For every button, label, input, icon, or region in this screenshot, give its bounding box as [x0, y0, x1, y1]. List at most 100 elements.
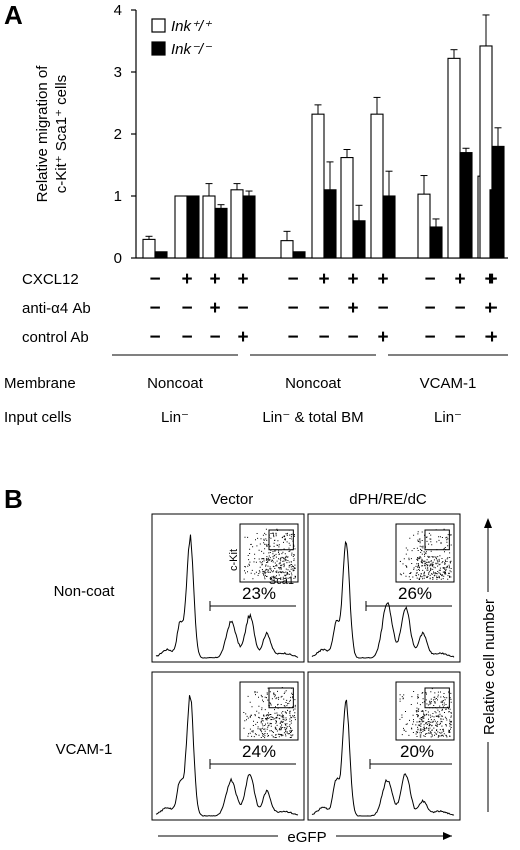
egfp-arrowhead — [443, 832, 452, 840]
sign-cxcl12: + — [377, 269, 388, 290]
group-1-input: Lin⁻ — [161, 409, 189, 426]
bar-ink-wt — [417, 193, 431, 259]
gate-percentage: 20% — [400, 742, 434, 761]
inset-gate-box — [268, 687, 294, 709]
condition-label-control-ab: control Ab — [22, 329, 89, 346]
bar-ink-wt — [142, 238, 156, 259]
histogram-vector-noncoat: 23% c-Kit Sca1 — [151, 513, 305, 663]
histogram-dph-noncoat: 26% — [307, 513, 461, 663]
sign-anti-a4: − — [486, 298, 497, 319]
sign-anti-a4: + — [484, 298, 495, 319]
column-label-vector: Vector — [211, 491, 254, 508]
inset-dots — [243, 528, 296, 580]
histogram-dph-vcam: 20% — [307, 671, 461, 821]
bar-ink-ko — [323, 189, 337, 259]
histogram-vector-vcam: 24% — [151, 671, 305, 821]
legend-label-ink-ko: Ink⁻/⁻ — [171, 41, 212, 58]
legend: Ink⁺/⁺ Ink⁻/⁻ — [151, 18, 212, 58]
histogram-curve — [155, 534, 299, 659]
bar-ink-wt — [280, 240, 294, 259]
cell-number-axis-label: Relative cell number — [481, 599, 498, 735]
bar-ink-wt — [370, 113, 384, 259]
sign-control-ab: − — [209, 327, 220, 348]
histogram-curve — [155, 695, 299, 817]
sign-cxcl12: + — [484, 269, 495, 290]
group-3-input: Lin⁻ — [434, 409, 462, 426]
sign-anti-a4: − — [237, 298, 248, 319]
sign-anti-a4: − — [181, 298, 192, 319]
sign-control-ab: − — [454, 327, 465, 348]
row-label-vcam-1: VCAM-1 — [56, 741, 113, 758]
sign-anti-a4: + — [347, 298, 358, 319]
sign-anti-a4: − — [318, 298, 329, 319]
inset-gate-box — [268, 529, 294, 551]
input-cells-row-label: Input cells — [4, 409, 72, 426]
panel-b-label: B — [4, 484, 23, 514]
condition-signs: − + + + − + + + − + ++− − + − − − + − − − +−− − − + − − − + − − −+ — [149, 269, 497, 348]
inset-gate-box — [424, 687, 450, 709]
inset-y-label: c-Kit — [228, 549, 240, 571]
condition-label-anti-a4: anti-α4 Ab — [22, 300, 91, 317]
y-axis-label-line2: c-Kit⁺ Sca1⁺ cells — [53, 75, 70, 193]
sign-cxcl12: + — [181, 269, 192, 290]
legend-swatch-ink-wt — [151, 18, 166, 33]
inset-x-label: Sca1 — [269, 575, 294, 587]
bar-ink-wt — [340, 157, 354, 259]
legend-label-ink-wt: Ink⁺/⁺ — [171, 18, 212, 35]
egfp-label-bg — [278, 826, 336, 846]
bar-ink-ko — [154, 251, 168, 259]
sign-anti-a4: − — [424, 298, 435, 319]
sign-anti-a4: − — [454, 298, 465, 319]
histogram-curve — [311, 699, 455, 817]
y-axis-label-line1: Relative migration of — [34, 65, 51, 203]
panel-a-label: A — [4, 0, 23, 30]
sign-cxcl12: − — [424, 269, 435, 290]
sign-cxcl12: + — [347, 269, 358, 290]
group-2-membrane: Noncoat — [285, 375, 342, 392]
legend-swatch-ink-ko — [151, 41, 166, 56]
bar-ink-ko — [214, 207, 228, 259]
sign-control-ab: − — [318, 327, 329, 348]
sign-cxcl12: − — [287, 269, 298, 290]
bar-ink-ko — [292, 251, 306, 259]
gate-percentage: 26% — [398, 584, 432, 603]
sign-anti-a4: − — [377, 298, 388, 319]
sign-cxcl12: + — [454, 269, 465, 290]
group-1-membrane: Noncoat — [147, 375, 204, 392]
sign-control-ab: − — [484, 327, 495, 348]
bar-ink-ko — [491, 145, 505, 259]
bar-ink-wt — [202, 195, 216, 259]
y-ticks: 0 1 2 3 4 — [114, 2, 136, 267]
sign-anti-a4: − — [149, 298, 160, 319]
sign-control-ab: − — [347, 327, 358, 348]
histogram-grid: 23% c-Kit Sca1 26% 24% 20% — [151, 513, 461, 821]
gate-percentage: 23% — [242, 584, 276, 603]
bar-chart: 0 1 2 3 4 Relative migration of c-Kit⁺ Sca1⁺… — [34, 2, 508, 267]
sign-control-ab: − — [149, 327, 160, 348]
sign-anti-a4: + — [209, 298, 220, 319]
sign-control-ab: + — [486, 327, 497, 348]
gate-percentage: 24% — [242, 742, 276, 761]
sign-anti-a4: − — [287, 298, 298, 319]
sign-cxcl12: + — [318, 269, 329, 290]
bar-ink-ko — [352, 220, 366, 259]
y-tick-label: 4 — [114, 2, 122, 19]
inset-gate-box — [424, 529, 450, 551]
sign-control-ab: + — [377, 327, 388, 348]
sign-control-ab: − — [181, 327, 192, 348]
bar-ink-ko — [242, 195, 256, 259]
sign-cxcl12: + — [237, 269, 248, 290]
group-2-input: Lin⁻ & total BM — [262, 409, 363, 426]
bar-ink-wt — [230, 189, 244, 259]
bar-ink-wt — [174, 195, 188, 259]
column-label-dph-re-dc: dPH/RE/dC — [349, 491, 427, 508]
sign-control-ab: − — [287, 327, 298, 348]
sign-cxcl12: + — [486, 269, 497, 290]
histogram-curve — [311, 540, 455, 659]
y-tick-label: 2 — [114, 126, 122, 143]
egfp-axis-label: eGFP — [287, 829, 326, 846]
group-3-membrane: VCAM-1 — [420, 375, 477, 392]
bar-ink-ko — [186, 195, 200, 259]
condition-label-cxcl12: CXCL12 — [22, 271, 79, 288]
